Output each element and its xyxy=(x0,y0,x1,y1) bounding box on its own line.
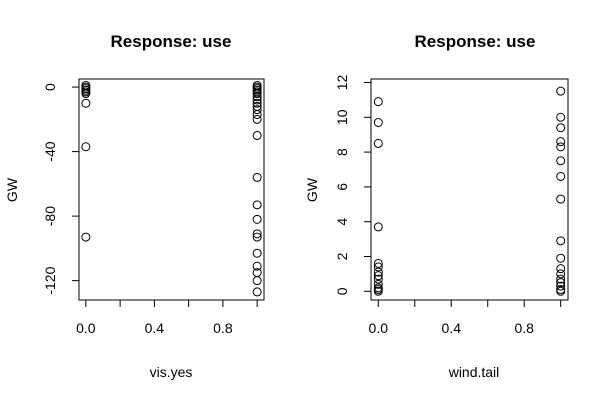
chart-2-data-point xyxy=(373,222,383,232)
chart-2-y-axis-label: GW xyxy=(304,177,320,202)
chart-1-data-point xyxy=(252,276,262,286)
chart-1-data-point xyxy=(252,214,262,224)
chart-2-data-point xyxy=(556,171,566,181)
chart-2-x-tick-label: 0.8 xyxy=(514,320,534,336)
chart-2-data-point xyxy=(373,138,383,148)
chart-2-x-tick-label: 0.4 xyxy=(442,320,462,336)
chart-2-data-point xyxy=(373,97,383,107)
chart-2-data-point xyxy=(556,112,566,122)
chart-2-data-point xyxy=(556,194,566,204)
chart-2-x-axis-label: wind.tail xyxy=(448,364,500,380)
chart-2-y-tick-label: 4 xyxy=(334,218,350,226)
chart-2-data-point xyxy=(556,274,566,284)
chart-2-data-point xyxy=(556,156,566,166)
chart-2-data-point xyxy=(556,281,566,291)
chart-2-data-point xyxy=(373,274,383,284)
chart-2-data-point xyxy=(556,253,566,263)
chart-1-data-point xyxy=(252,89,262,99)
chart-1-x-tick-label: 0.4 xyxy=(145,320,165,336)
chart-1-y-axis-label: GW xyxy=(4,177,20,202)
chart-1-data-point xyxy=(81,142,91,152)
chart-2-y-tick-label: 2 xyxy=(334,252,350,260)
chart-2-y-tick-label: 0 xyxy=(334,287,350,295)
chart-1-points xyxy=(81,80,262,297)
chart-1-data-point xyxy=(252,248,262,258)
chart-2-data-point xyxy=(556,142,566,152)
chart-2-y-tick-label: 10 xyxy=(334,109,350,125)
chart-2-x-tick-label: 0.0 xyxy=(369,320,389,336)
chart-1-data-point xyxy=(81,89,91,99)
chart-1-y-tick-label: -120 xyxy=(42,266,58,294)
chart-1-data-point xyxy=(252,229,262,239)
chart-1-data-point xyxy=(252,130,262,140)
chart-2-data-point xyxy=(556,86,566,96)
chart-2-data-point xyxy=(556,286,566,296)
chart-1-x-axis: 0.0 0.4 0.8 xyxy=(76,299,258,336)
chart-1-data-point xyxy=(252,98,262,108)
chart-2-data-point xyxy=(373,262,383,272)
chart-1-data-point xyxy=(252,261,262,271)
chart-2-y-tick-label: 8 xyxy=(334,148,350,156)
chart-1-y-tick-label: -40 xyxy=(42,141,58,161)
chart-1-x-tick-label: 0.0 xyxy=(76,320,96,336)
chart-1-x-tick-label: 0.8 xyxy=(213,320,233,336)
chart-1-data-point xyxy=(252,105,262,115)
chart-1-y-axis: 0 -40 -80 -120 xyxy=(42,83,80,295)
chart-2-data-point xyxy=(556,278,566,288)
chart-2-title: Response: use xyxy=(415,32,536,51)
chart-1-data-point xyxy=(252,172,262,182)
chart-1-data-point xyxy=(252,232,262,242)
chart-2-y-tick-label: 12 xyxy=(334,74,350,90)
chart-2-y-axis: 0 2 4 6 8 10 12 xyxy=(334,74,372,295)
chart-2-data-point xyxy=(373,271,383,281)
chart-2-y-tick-label: 6 xyxy=(334,183,350,191)
chart-2-data-point xyxy=(556,264,566,274)
chart-2-data-point xyxy=(556,123,566,133)
chart-2-data-point xyxy=(373,258,383,268)
chart-2-data-point xyxy=(556,269,566,279)
chart-1-data-point xyxy=(252,200,262,210)
chart-2-data-point xyxy=(373,118,383,128)
chart-2-x-axis: 0.0 0.4 0.8 xyxy=(369,299,562,336)
chart-1-data-point xyxy=(81,98,91,108)
chart-2-data-point xyxy=(373,286,383,296)
chart-2-data-point xyxy=(373,279,383,289)
chart-1-data-point xyxy=(81,232,91,242)
chart-1-title: Response: use xyxy=(111,32,232,51)
chart-1-data-point xyxy=(252,114,262,124)
chart-1-data-point xyxy=(252,287,262,297)
chart-1-data-point xyxy=(252,92,262,102)
chart-1-data-point xyxy=(252,109,262,119)
chart-panel-2: Response: use 0.0 0.4 0.8 0 2 4 6 8 10 12 wind.t… xyxy=(304,32,569,380)
chart-1-y-tick-label: -80 xyxy=(42,206,58,226)
chart-1-y-tick-label: 0 xyxy=(42,83,58,91)
chart-1-x-axis-label: vis.yes xyxy=(150,364,193,380)
chart-2-points xyxy=(373,86,566,296)
chart-2-data-point xyxy=(556,236,566,246)
chart-2-data-point xyxy=(556,137,566,147)
chart-2-data-point xyxy=(373,267,383,277)
chart-1-data-point xyxy=(252,95,262,105)
chart-panel-1: Response: use 0.0 0.4 0.8 0 -40 -80 -120 vis.… xyxy=(4,32,265,380)
